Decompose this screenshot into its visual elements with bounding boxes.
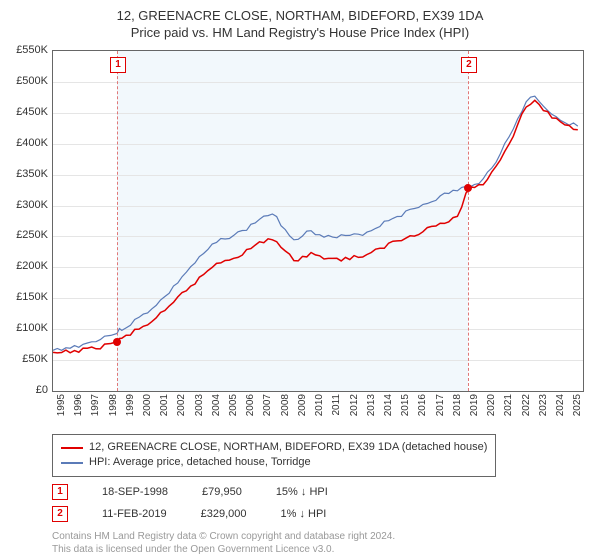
sale-row-2: 2 11-FEB-2019 £329,000 1% ↓ HPI <box>52 506 326 522</box>
x-tick-label: 2025 <box>572 394 583 416</box>
legend-item-property: 12, GREENACRE CLOSE, NORTHAM, BIDEFORD, … <box>61 440 487 455</box>
sale-price-2: £329,000 <box>201 508 247 520</box>
legend-item-hpi: HPI: Average price, detached house, Torr… <box>61 455 487 470</box>
y-tick-label: £300K <box>16 199 48 211</box>
x-tick-label: 2016 <box>417 394 428 416</box>
x-tick-label: 1999 <box>125 394 136 416</box>
x-tick-label: 2014 <box>383 394 394 416</box>
x-tick-label: 2020 <box>486 394 497 416</box>
legend-swatch-hpi <box>61 462 83 464</box>
top-marker-2: 2 <box>461 57 477 73</box>
legend-swatch-property <box>61 447 83 449</box>
top-marker-1: 1 <box>110 57 126 73</box>
sale-diff-1: 15% ↓ HPI <box>276 486 328 498</box>
footer-line-1: Contains HM Land Registry data © Crown c… <box>52 530 395 543</box>
x-tick-label: 2017 <box>435 394 446 416</box>
sale-date-1: 18-SEP-1998 <box>102 486 168 498</box>
x-tick-label: 2000 <box>142 394 153 416</box>
y-tick-label: £550K <box>16 44 48 56</box>
y-tick-label: £500K <box>16 75 48 87</box>
legend-box: 12, GREENACRE CLOSE, NORTHAM, BIDEFORD, … <box>52 434 496 477</box>
title-line-1: 12, GREENACRE CLOSE, NORTHAM, BIDEFORD, … <box>0 8 600 23</box>
sale-diff-2: 1% ↓ HPI <box>281 508 327 520</box>
y-tick-label: £250K <box>16 229 48 241</box>
x-tick-label: 2007 <box>262 394 273 416</box>
chart-container: 12, GREENACRE CLOSE, NORTHAM, BIDEFORD, … <box>0 0 600 560</box>
plot-area: 12 <box>52 50 584 392</box>
line-series-svg <box>53 51 583 391</box>
x-tick-label: 1997 <box>90 394 101 416</box>
y-tick-label: £200K <box>16 260 48 272</box>
x-tick-label: 2010 <box>314 394 325 416</box>
x-tick-label: 2022 <box>521 394 532 416</box>
y-tick-label: £350K <box>16 168 48 180</box>
x-tick-label: 2009 <box>297 394 308 416</box>
series-property <box>53 100 578 353</box>
x-tick-label: 2003 <box>194 394 205 416</box>
x-tick-label: 1995 <box>56 394 67 416</box>
x-tick-label: 2008 <box>280 394 291 416</box>
x-tick-label: 2015 <box>400 394 411 416</box>
title-block: 12, GREENACRE CLOSE, NORTHAM, BIDEFORD, … <box>0 0 600 40</box>
x-tick-label: 2012 <box>349 394 360 416</box>
y-tick-label: £0 <box>36 384 48 396</box>
legend-label-hpi: HPI: Average price, detached house, Torr… <box>89 455 311 470</box>
x-tick-label: 2005 <box>228 394 239 416</box>
y-tick-label: £150K <box>16 291 48 303</box>
x-tick-label: 2023 <box>538 394 549 416</box>
x-tick-label: 2021 <box>503 394 514 416</box>
sale-price-1: £79,950 <box>202 486 242 498</box>
x-tick-label: 2002 <box>176 394 187 416</box>
x-tick-label: 2011 <box>331 394 342 416</box>
sale-marker-1: 1 <box>52 484 68 500</box>
x-tick-label: 2001 <box>159 394 170 416</box>
sale-dot-1 <box>113 338 121 346</box>
y-tick-label: £50K <box>22 353 48 365</box>
footer-text: Contains HM Land Registry data © Crown c… <box>52 530 395 556</box>
x-tick-label: 2018 <box>452 394 463 416</box>
x-tick-label: 2019 <box>469 394 480 416</box>
sale-dot-2 <box>464 184 472 192</box>
x-tick-label: 1998 <box>108 394 119 416</box>
y-tick-label: £450K <box>16 106 48 118</box>
footer-line-2: This data is licensed under the Open Gov… <box>52 543 395 556</box>
x-tick-label: 2006 <box>245 394 256 416</box>
y-tick-label: £400K <box>16 137 48 149</box>
sale-date-2: 11-FEB-2019 <box>102 508 167 520</box>
y-tick-label: £100K <box>16 322 48 334</box>
legend-label-property: 12, GREENACRE CLOSE, NORTHAM, BIDEFORD, … <box>89 440 487 455</box>
x-tick-label: 2024 <box>555 394 566 416</box>
sale-row-1: 1 18-SEP-1998 £79,950 15% ↓ HPI <box>52 484 328 500</box>
title-line-2: Price paid vs. HM Land Registry's House … <box>0 25 600 40</box>
x-tick-label: 2013 <box>366 394 377 416</box>
series-hpi <box>53 96 578 350</box>
x-tick-label: 2004 <box>211 394 222 416</box>
sale-marker-2: 2 <box>52 506 68 522</box>
x-tick-label: 1996 <box>73 394 84 416</box>
sale-vline-2 <box>468 51 469 391</box>
